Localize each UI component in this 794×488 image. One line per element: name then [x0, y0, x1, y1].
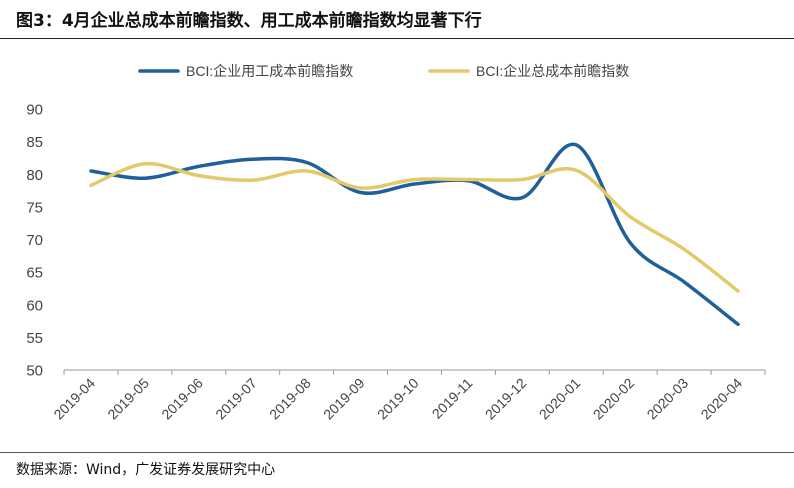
x-tick-label: 2019-09: [320, 375, 368, 423]
x-tick-label: 2020-04: [698, 375, 746, 423]
series-line-labor-cost-index: [89, 142, 740, 327]
y-tick-label: 55: [26, 330, 43, 347]
x-axis: 2019-04 2019-05 2019-06 2019-07 2019-08 2019-…: [50, 369, 766, 423]
legend-label: BCI:企业用工成本前瞻指数: [186, 63, 353, 79]
source-divider: [0, 452, 794, 453]
x-tick-label: 2020-02: [590, 375, 638, 423]
y-tick-label: 80: [26, 167, 43, 184]
x-tick-label: 2020-03: [644, 375, 692, 423]
legend-label: BCI:企业总成本前瞻指数: [476, 63, 629, 79]
line-chart: BCI:企业用工成本前瞻指数 BCI:企业总成本前瞻指数 90 85 80 75 70 65…: [26, 63, 766, 423]
y-tick-label: 60: [26, 297, 43, 314]
x-tick-label: 2019-08: [266, 375, 314, 423]
y-axis-ticks: 90 85 80 75 70 65 60 55 50: [26, 102, 43, 380]
y-tick-label: 85: [26, 134, 43, 151]
x-tick-label: 2019-07: [212, 375, 260, 423]
series-lines: [89, 142, 740, 327]
series-line-total-cost-index: [89, 161, 740, 293]
x-tick-label: 2019-11: [429, 375, 476, 422]
y-tick-label: 90: [26, 102, 43, 119]
x-tick-label: 2019-12: [482, 375, 530, 423]
x-tick-label: 2020-01: [536, 375, 584, 423]
x-tick-label: 2019-10: [374, 375, 422, 423]
x-tick-label: 2019-06: [158, 375, 206, 423]
y-tick-label: 65: [26, 265, 43, 282]
figure-title: 图3：4月企业总成本前瞻指数、用工成本前瞻指数均显著下行: [16, 11, 482, 31]
x-tick-label: 2019-05: [104, 375, 152, 423]
y-tick-label: 50: [26, 363, 43, 380]
y-tick-label: 70: [26, 232, 43, 249]
x-tick-label: 2019-04: [50, 375, 98, 423]
source-note: 数据来源：Wind，广发证券发展研究中心: [16, 462, 276, 478]
y-tick-label: 75: [26, 199, 43, 216]
title-divider: [0, 38, 794, 39]
chart-legend: BCI:企业用工成本前瞻指数 BCI:企业总成本前瞻指数: [138, 63, 629, 79]
